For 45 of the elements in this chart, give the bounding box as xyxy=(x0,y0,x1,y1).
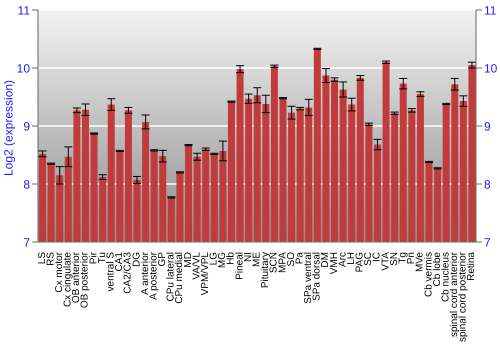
x-tick-label: SO xyxy=(286,252,297,266)
x-tick-label: VPM/VPL xyxy=(200,252,211,296)
x-tick-label: Hb xyxy=(226,252,237,265)
x-tick-label: RS xyxy=(45,252,56,266)
x-tick-label: ME xyxy=(252,252,262,267)
x-tick-label: OB posterior xyxy=(80,251,91,308)
x-tick-label: MPA xyxy=(277,252,288,273)
x-tick-label: LH xyxy=(346,252,357,265)
x-tick-label: SN xyxy=(388,252,400,266)
x-tick-label: VMH xyxy=(328,252,340,274)
y-tick-label: 11 xyxy=(18,3,30,18)
y2-tick-label: 8 xyxy=(484,177,491,192)
x-tick-label: CA2/CA3 xyxy=(122,252,134,294)
x-tick-label: ventral S xyxy=(106,252,116,292)
x-tick-label: A anterior xyxy=(140,251,151,295)
x-tick-label: Pir xyxy=(88,251,100,264)
y-tick-label: 10 xyxy=(16,61,30,76)
y2-tick-label: 7 xyxy=(484,235,491,250)
x-tick-label: Arc xyxy=(337,252,348,267)
x-tick-label: IC xyxy=(372,252,383,262)
x-tick-label: LS xyxy=(36,252,48,264)
y-axis-title: Log2 (expression) xyxy=(1,80,16,176)
x-tick-label: VTA xyxy=(380,252,392,271)
x-tick-label: DG xyxy=(131,252,142,267)
y2-tick-label: 10 xyxy=(484,61,498,76)
y-tick-label: 8 xyxy=(23,177,30,192)
x-tick-label: Cb nucleus xyxy=(440,252,452,302)
x-tick-label: Tu xyxy=(96,252,108,264)
x-tick-label: Pituitary xyxy=(260,252,272,288)
x-tick-label: NI xyxy=(242,252,254,262)
x-tick-label: Pa xyxy=(294,252,306,264)
y-tick-label: 7 xyxy=(23,235,30,250)
x-tick-label: spinal cord posterior xyxy=(458,251,469,342)
x-tick-label: CPu medial xyxy=(174,252,186,304)
y2-tick-label: 9 xyxy=(484,119,491,134)
x-tick-label: Retina xyxy=(466,252,478,281)
x-tick-label: SCN xyxy=(268,252,280,274)
x-tick-label: Cb lobe xyxy=(432,252,443,286)
x-tick-label: Tg xyxy=(398,252,408,264)
x-tick-label: Pineal xyxy=(234,252,246,280)
x-tick-label: DM xyxy=(320,252,332,268)
y2-tick-label: 11 xyxy=(484,3,497,18)
y-tick-label: 9 xyxy=(23,119,30,134)
x-tick-label: A posterior xyxy=(148,251,160,300)
x-tick-label: MVe xyxy=(414,252,426,272)
